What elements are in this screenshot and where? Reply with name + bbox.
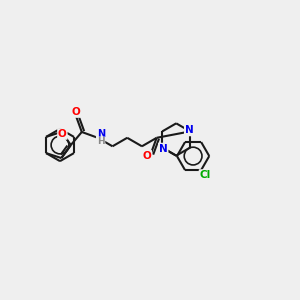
Text: N: N [97, 129, 105, 139]
Text: N: N [159, 144, 168, 154]
Text: H: H [97, 137, 105, 146]
Text: O: O [142, 151, 151, 161]
Text: N: N [185, 125, 194, 135]
Text: O: O [58, 129, 67, 139]
Text: O: O [72, 107, 80, 117]
Text: Cl: Cl [200, 170, 211, 180]
